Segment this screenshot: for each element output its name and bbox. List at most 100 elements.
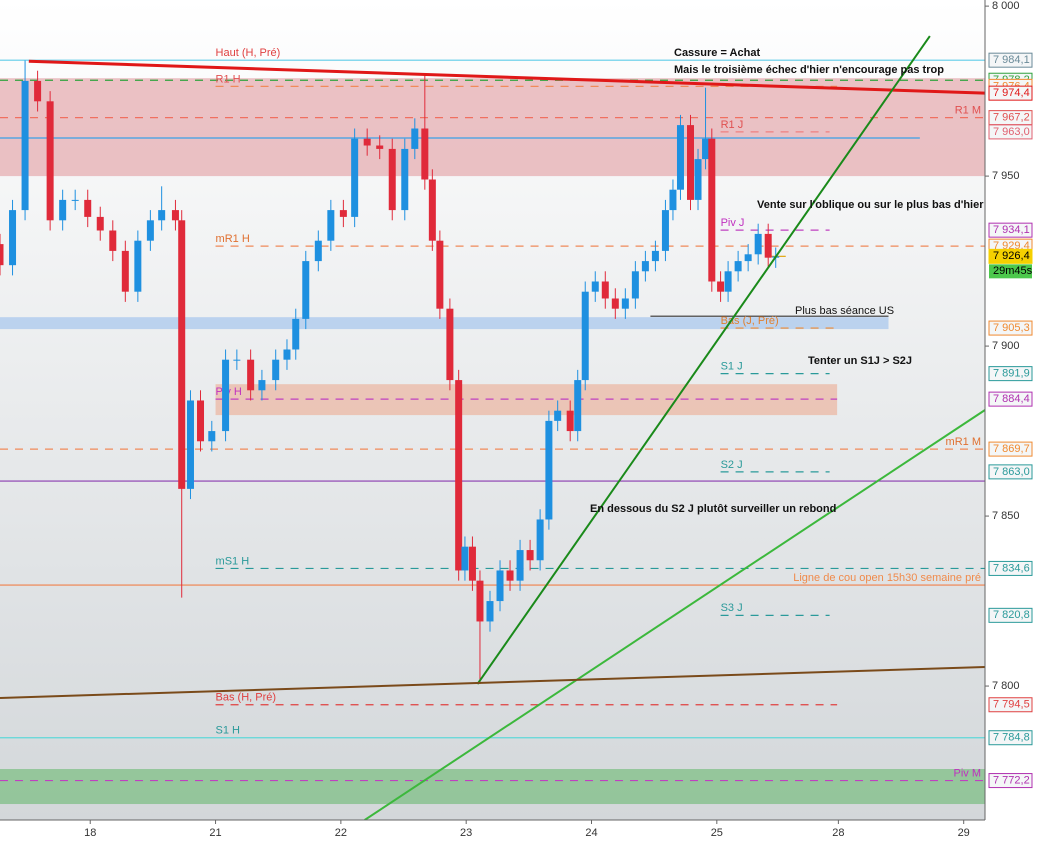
candle-body xyxy=(109,230,117,251)
candle-body xyxy=(272,359,280,381)
price-tag-label: 7 905,3 xyxy=(993,322,1030,334)
candle-body xyxy=(388,148,396,211)
candle-body xyxy=(146,220,154,241)
price-tag-label: 7 934,1 xyxy=(993,224,1030,236)
candle-body xyxy=(351,138,359,217)
zone xyxy=(0,78,985,177)
candle-body xyxy=(754,233,762,255)
candle-body xyxy=(611,298,619,309)
plot-area: Haut (H, Pré) R1 H R1 M R1 J Piv J mR1 H Bas (… xyxy=(0,35,985,820)
x-tick-label: 28 xyxy=(832,827,844,839)
price-tag xyxy=(988,222,1033,238)
y-tick-label: 7 800 xyxy=(992,680,1020,692)
candle-body xyxy=(554,410,562,421)
candle-body xyxy=(468,546,476,581)
candle-body xyxy=(158,210,166,221)
candle-body xyxy=(476,580,484,622)
countdown-label: 29m45s xyxy=(993,265,1033,277)
candle-body xyxy=(363,138,371,146)
annotation: Cassure = Achat xyxy=(674,47,760,59)
candle-body xyxy=(702,138,710,160)
annotation: En dessous du S2 J plutôt surveiller un … xyxy=(590,503,836,515)
y-tick-label: 7 900 xyxy=(992,340,1020,352)
candle-body xyxy=(455,380,463,571)
candle-body xyxy=(0,244,4,266)
candle-body xyxy=(461,546,469,571)
candle-body xyxy=(621,298,629,309)
candle-body xyxy=(651,250,659,262)
price-tag xyxy=(988,773,1033,789)
x-tick-label: 18 xyxy=(84,827,96,839)
price-tag xyxy=(988,441,1033,457)
y-tick-label: 8 000 xyxy=(992,0,1020,12)
trendline xyxy=(0,666,985,699)
candle-body xyxy=(283,349,291,360)
candle-body xyxy=(327,210,335,241)
candle-body xyxy=(661,210,669,251)
candle-body xyxy=(717,281,725,292)
level-label: R1 M xyxy=(955,105,981,117)
annotation: Mais le troisième échec d'hier n'encoura… xyxy=(674,64,944,76)
candle-body xyxy=(581,291,589,381)
trendline xyxy=(28,59,985,95)
price-tag-label: 7 891,9 xyxy=(993,368,1030,380)
candle-body xyxy=(197,400,205,442)
candle-body xyxy=(339,210,347,217)
axis-background xyxy=(0,820,985,844)
price-tag-label: 7 863,0 xyxy=(993,466,1030,478)
level-label: Bas (H, Pré) xyxy=(216,692,277,704)
candle-body xyxy=(764,233,772,258)
candle-body xyxy=(669,189,677,211)
annotation: Plus bas séance US xyxy=(795,305,894,317)
x-tick-label: 24 xyxy=(585,827,597,839)
price-tag-label: 7 974,4 xyxy=(993,87,1030,99)
level-label: mR1 H xyxy=(216,233,250,245)
level-label: Piv M xyxy=(954,767,982,779)
candle-body xyxy=(302,261,310,319)
level-label: S3 J xyxy=(721,602,743,614)
candle-body xyxy=(506,570,514,581)
price-tag xyxy=(988,391,1033,407)
candle-body xyxy=(208,431,216,442)
candle-body xyxy=(186,400,194,489)
level-label: Haut (H, Pré) xyxy=(216,47,281,59)
candle-body xyxy=(724,271,732,292)
candle-body xyxy=(376,145,384,149)
trendline xyxy=(476,35,931,685)
candle-body xyxy=(96,216,104,231)
price-tag-label: 7 784,8 xyxy=(993,732,1030,744)
candle-body xyxy=(601,281,609,299)
candle-body xyxy=(59,199,67,221)
price-tag xyxy=(988,366,1033,382)
price-tag-label: 7 984,1 xyxy=(993,54,1030,66)
price-tag xyxy=(988,560,1033,576)
candle-body xyxy=(574,380,582,432)
candle-body xyxy=(134,240,142,292)
candle-body xyxy=(411,128,419,149)
level-label: S1 H xyxy=(216,725,241,737)
level-label: mS1 H xyxy=(216,555,250,567)
candle-body xyxy=(258,380,266,391)
candle-body xyxy=(84,199,92,217)
price-tag-label: 7 926,4 xyxy=(993,250,1030,262)
y-tick-label: 7 850 xyxy=(992,510,1020,522)
x-tick-label: 22 xyxy=(335,827,347,839)
candle-body xyxy=(566,410,574,432)
price-tag xyxy=(988,85,1033,101)
candle-body xyxy=(641,261,649,272)
price-tag-label: 7 794,5 xyxy=(993,699,1030,711)
price-tag xyxy=(988,320,1033,336)
price-tag-label: 7 820,8 xyxy=(993,609,1030,621)
x-tick-label: 29 xyxy=(958,827,970,839)
candle-body xyxy=(526,550,534,561)
price-tag-label: 7 772,2 xyxy=(993,774,1030,786)
price-tag-label: 7 963,0 xyxy=(993,126,1030,138)
x-tick-label: 21 xyxy=(209,827,221,839)
level-label: mR1 M xyxy=(946,436,981,448)
candle-body xyxy=(314,240,322,262)
candle-body xyxy=(486,601,494,622)
level-label: Bas (J, Pré) xyxy=(721,315,779,327)
candle-body xyxy=(222,359,230,432)
